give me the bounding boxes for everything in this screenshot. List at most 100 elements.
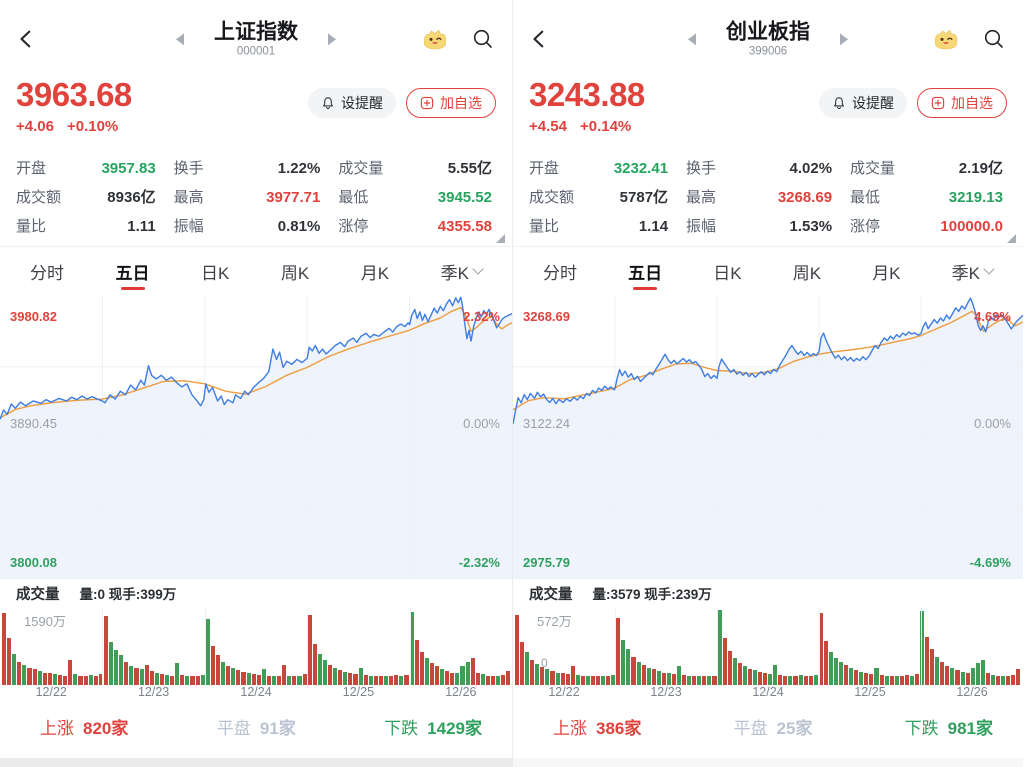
price-change: +4.54 [529, 117, 567, 135]
volume-bar [590, 675, 595, 685]
volume-title: 成交量 [16, 586, 60, 603]
tab-分时[interactable]: 分时 [543, 247, 577, 296]
stat-label: 振幅 [173, 217, 204, 235]
volume-bar [277, 675, 282, 685]
tab-季K[interactable]: 季K [441, 247, 484, 296]
date-label: 12/26 [445, 685, 477, 699]
volume-bar [646, 667, 651, 685]
set-alert-button[interactable]: 设提醒 [819, 88, 907, 118]
volume-header: 成交量 量:0 现手:399万 [0, 579, 512, 607]
tab-五日[interactable]: 五日 [116, 247, 150, 296]
volume-bar [409, 611, 414, 685]
volume-bar [889, 676, 894, 685]
panel-shanghai-index: 上证指数 000001 3963.68 +4.06 +0.10% [0, 0, 512, 767]
volume-bar [687, 675, 692, 685]
volume-bar [52, 674, 58, 685]
chart-low-label: 2975.79 [523, 555, 570, 570]
price-change-percent: +0.14% [579, 117, 632, 135]
volume-bar [180, 674, 185, 685]
volume-bar [17, 661, 22, 685]
volume-bar [849, 667, 854, 685]
volume-bar [302, 674, 307, 685]
price-chart[interactable]: 3268.69 3122.24 2975.79 4.69% 0.00% -4.6… [513, 296, 1023, 579]
volume-bar [925, 636, 930, 685]
volume-bar [271, 676, 277, 685]
volume-bar [170, 675, 175, 685]
volume-bar [103, 616, 108, 685]
next-stock-arrow[interactable] [840, 32, 848, 45]
tab-五日[interactable]: 五日 [628, 247, 662, 296]
volume-bar [525, 652, 530, 685]
volume-chart[interactable]: 1590万 [0, 607, 512, 685]
volume-bar [1011, 674, 1016, 685]
volume-bar [555, 672, 560, 685]
volume-bar [307, 614, 312, 685]
mascot-icon[interactable] [931, 24, 961, 54]
next-stock-arrow[interactable] [328, 32, 336, 45]
volume-bar [869, 674, 874, 685]
back-button[interactable] [529, 24, 559, 54]
stat-value: 3268.69 [777, 188, 833, 206]
stats-grid: 开盘 3957.83 换手 1.22% 成交量 5.55亿 成交额 8936亿 最高 3977.7… [0, 150, 512, 246]
advancers-count[interactable]: 上涨 386家 [553, 718, 642, 738]
volume-bar [935, 656, 940, 685]
tab-bar: 分时 五日 日K 周K 月K 季K [0, 246, 512, 296]
volume-bar [904, 674, 909, 685]
volume-bar [965, 673, 970, 685]
expand-stats-icon[interactable] [1007, 234, 1016, 243]
add-watchlist-button[interactable]: 加自选 [406, 88, 496, 118]
volume-bar [297, 675, 302, 685]
unchanged-count[interactable]: 平盘 25家 [733, 718, 813, 738]
price-chart[interactable]: 3980.82 3890.45 3800.08 2.32% 0.00% -2.3… [0, 296, 512, 579]
volume-bar [844, 664, 849, 685]
unchanged-count[interactable]: 平盘 91家 [216, 718, 296, 738]
stat-value: 2.19亿 [958, 160, 1003, 177]
volume-bar [210, 646, 215, 685]
gridline [921, 607, 922, 685]
set-alert-button[interactable]: 设提醒 [308, 88, 396, 118]
volume-bar [470, 658, 475, 685]
volume-bar [560, 673, 565, 685]
volume-bar [828, 652, 833, 685]
tab-分时[interactable]: 分时 [30, 247, 64, 296]
chart-pct-high-label: 4.69% [974, 309, 1011, 324]
volume-bar [348, 673, 353, 685]
volume-chart[interactable]: 572万 0 [513, 607, 1023, 685]
back-button[interactable] [16, 24, 46, 54]
gridline [615, 607, 616, 685]
search-icon[interactable] [981, 26, 1007, 52]
volume-bar [758, 671, 763, 685]
prev-stock-arrow[interactable] [688, 32, 696, 45]
advancers-count[interactable]: 上涨 820家 [40, 718, 129, 738]
tab-月K[interactable]: 月K [361, 247, 389, 296]
add-watchlist-button[interactable]: 加自选 [917, 88, 1007, 118]
stat-cell: 开盘 3232.41 [529, 158, 668, 180]
volume-bar [27, 667, 32, 685]
volume-bar [42, 672, 47, 685]
tab-日K[interactable]: 日K [201, 247, 229, 296]
volume-bar [98, 674, 103, 685]
search-icon[interactable] [470, 26, 496, 52]
volume-info: 量:3579 现手:239万 [592, 587, 712, 602]
mascot-icon[interactable] [420, 24, 450, 54]
volume-bar [58, 674, 63, 685]
volume-header: 成交量 量:3579 现手:239万 [513, 579, 1023, 607]
prev-stock-arrow[interactable] [176, 32, 184, 45]
decliners-count[interactable]: 下跌 1429家 [384, 718, 482, 738]
decliners-count[interactable]: 下跌 981家 [904, 718, 993, 738]
tab-周K[interactable]: 周K [793, 247, 821, 296]
tab-label: 日K [713, 264, 742, 283]
tab-日K[interactable]: 日K [713, 247, 741, 296]
tab-周K[interactable]: 周K [281, 247, 309, 296]
tab-季K[interactable]: 季K [952, 247, 995, 296]
volume-bar [697, 676, 702, 685]
tab-月K[interactable]: 月K [872, 247, 900, 296]
expand-stats-icon[interactable] [496, 234, 505, 243]
volume-bar [580, 675, 585, 685]
bottom-strip [513, 749, 1023, 767]
volume-bar [419, 652, 424, 685]
tab-label: 分时 [543, 264, 577, 283]
gridline [409, 607, 411, 685]
chart-pct-low-label: -4.69% [969, 555, 1011, 570]
